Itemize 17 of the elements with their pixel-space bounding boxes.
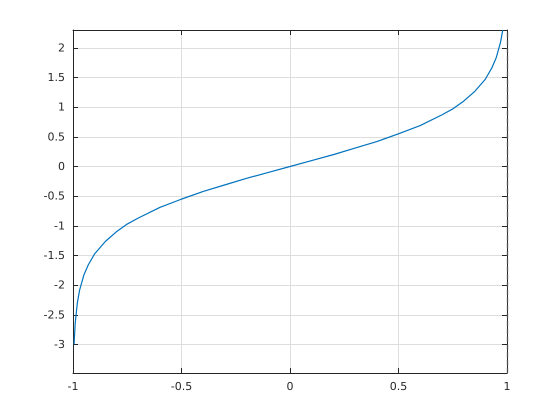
- x-tick-label: -1: [68, 380, 78, 393]
- y-tick-label: -2.5: [44, 308, 65, 322]
- x-tick-label: 0: [286, 380, 294, 393]
- y-tick-label: 1: [58, 100, 65, 114]
- y-tick-label: 0: [58, 160, 65, 173]
- y-tick-label: -3: [54, 338, 65, 352]
- y-tick-label: -0.5: [44, 190, 65, 203]
- y-tick-label: 2: [58, 41, 65, 54]
- y-tick-label: 1.5: [48, 70, 65, 84]
- y-tick-label: 0.5: [48, 130, 65, 144]
- x-tick-label: 1: [504, 380, 510, 393]
- line-series: [73, 30, 504, 345]
- y-tick-label: -2: [54, 278, 65, 292]
- y-tick-label: -1.5: [44, 249, 65, 262]
- x-tick-label: 0.5: [390, 380, 408, 393]
- x-tick-label: -0.5: [170, 380, 192, 393]
- y-tick-label: -1: [54, 219, 65, 232]
